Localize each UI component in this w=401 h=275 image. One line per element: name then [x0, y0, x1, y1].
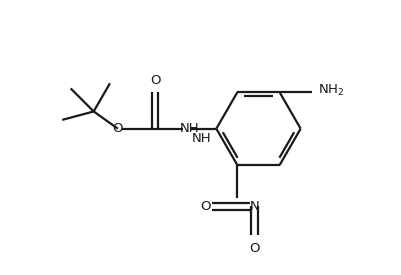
- Text: NH$_2$: NH$_2$: [317, 83, 343, 98]
- Text: N: N: [249, 200, 259, 213]
- Text: O: O: [150, 73, 160, 87]
- Text: NH: NH: [191, 132, 211, 145]
- Text: O: O: [249, 242, 259, 255]
- Text: O: O: [112, 122, 123, 135]
- Text: NH: NH: [179, 122, 199, 135]
- Text: O: O: [200, 200, 210, 213]
